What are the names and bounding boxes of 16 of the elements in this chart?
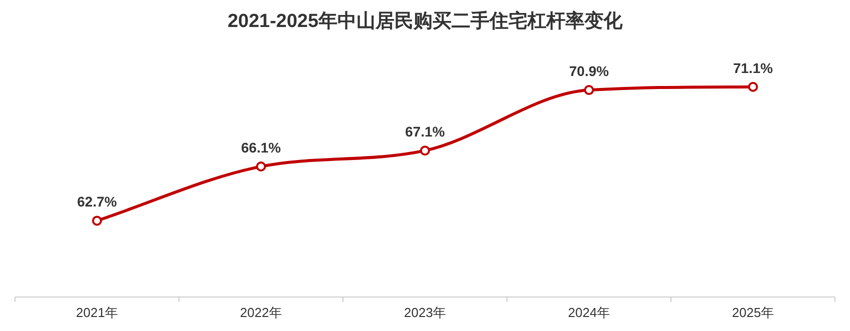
point [584,85,594,96]
x-tick-label: 2025年 [732,305,774,320]
x-tick-label: 2023年 [404,305,446,320]
chart-title: 2021-2025年中山居民购买二手住宅杠杆率变化 [228,10,624,32]
data-label: 62.7% [77,194,118,210]
x-tick-label: 2022年 [240,305,282,320]
x-tick-label: 2021年 [76,305,118,320]
data-label: 67.1% [405,124,446,140]
point [92,216,102,226]
point [748,82,758,92]
point [420,146,430,156]
point [256,162,266,172]
x-tick-label: 2024年 [568,305,610,320]
data-label: 70.9% [569,63,610,80]
data-label: 66.1% [241,140,282,156]
data-label: 71.1% [733,60,774,76]
